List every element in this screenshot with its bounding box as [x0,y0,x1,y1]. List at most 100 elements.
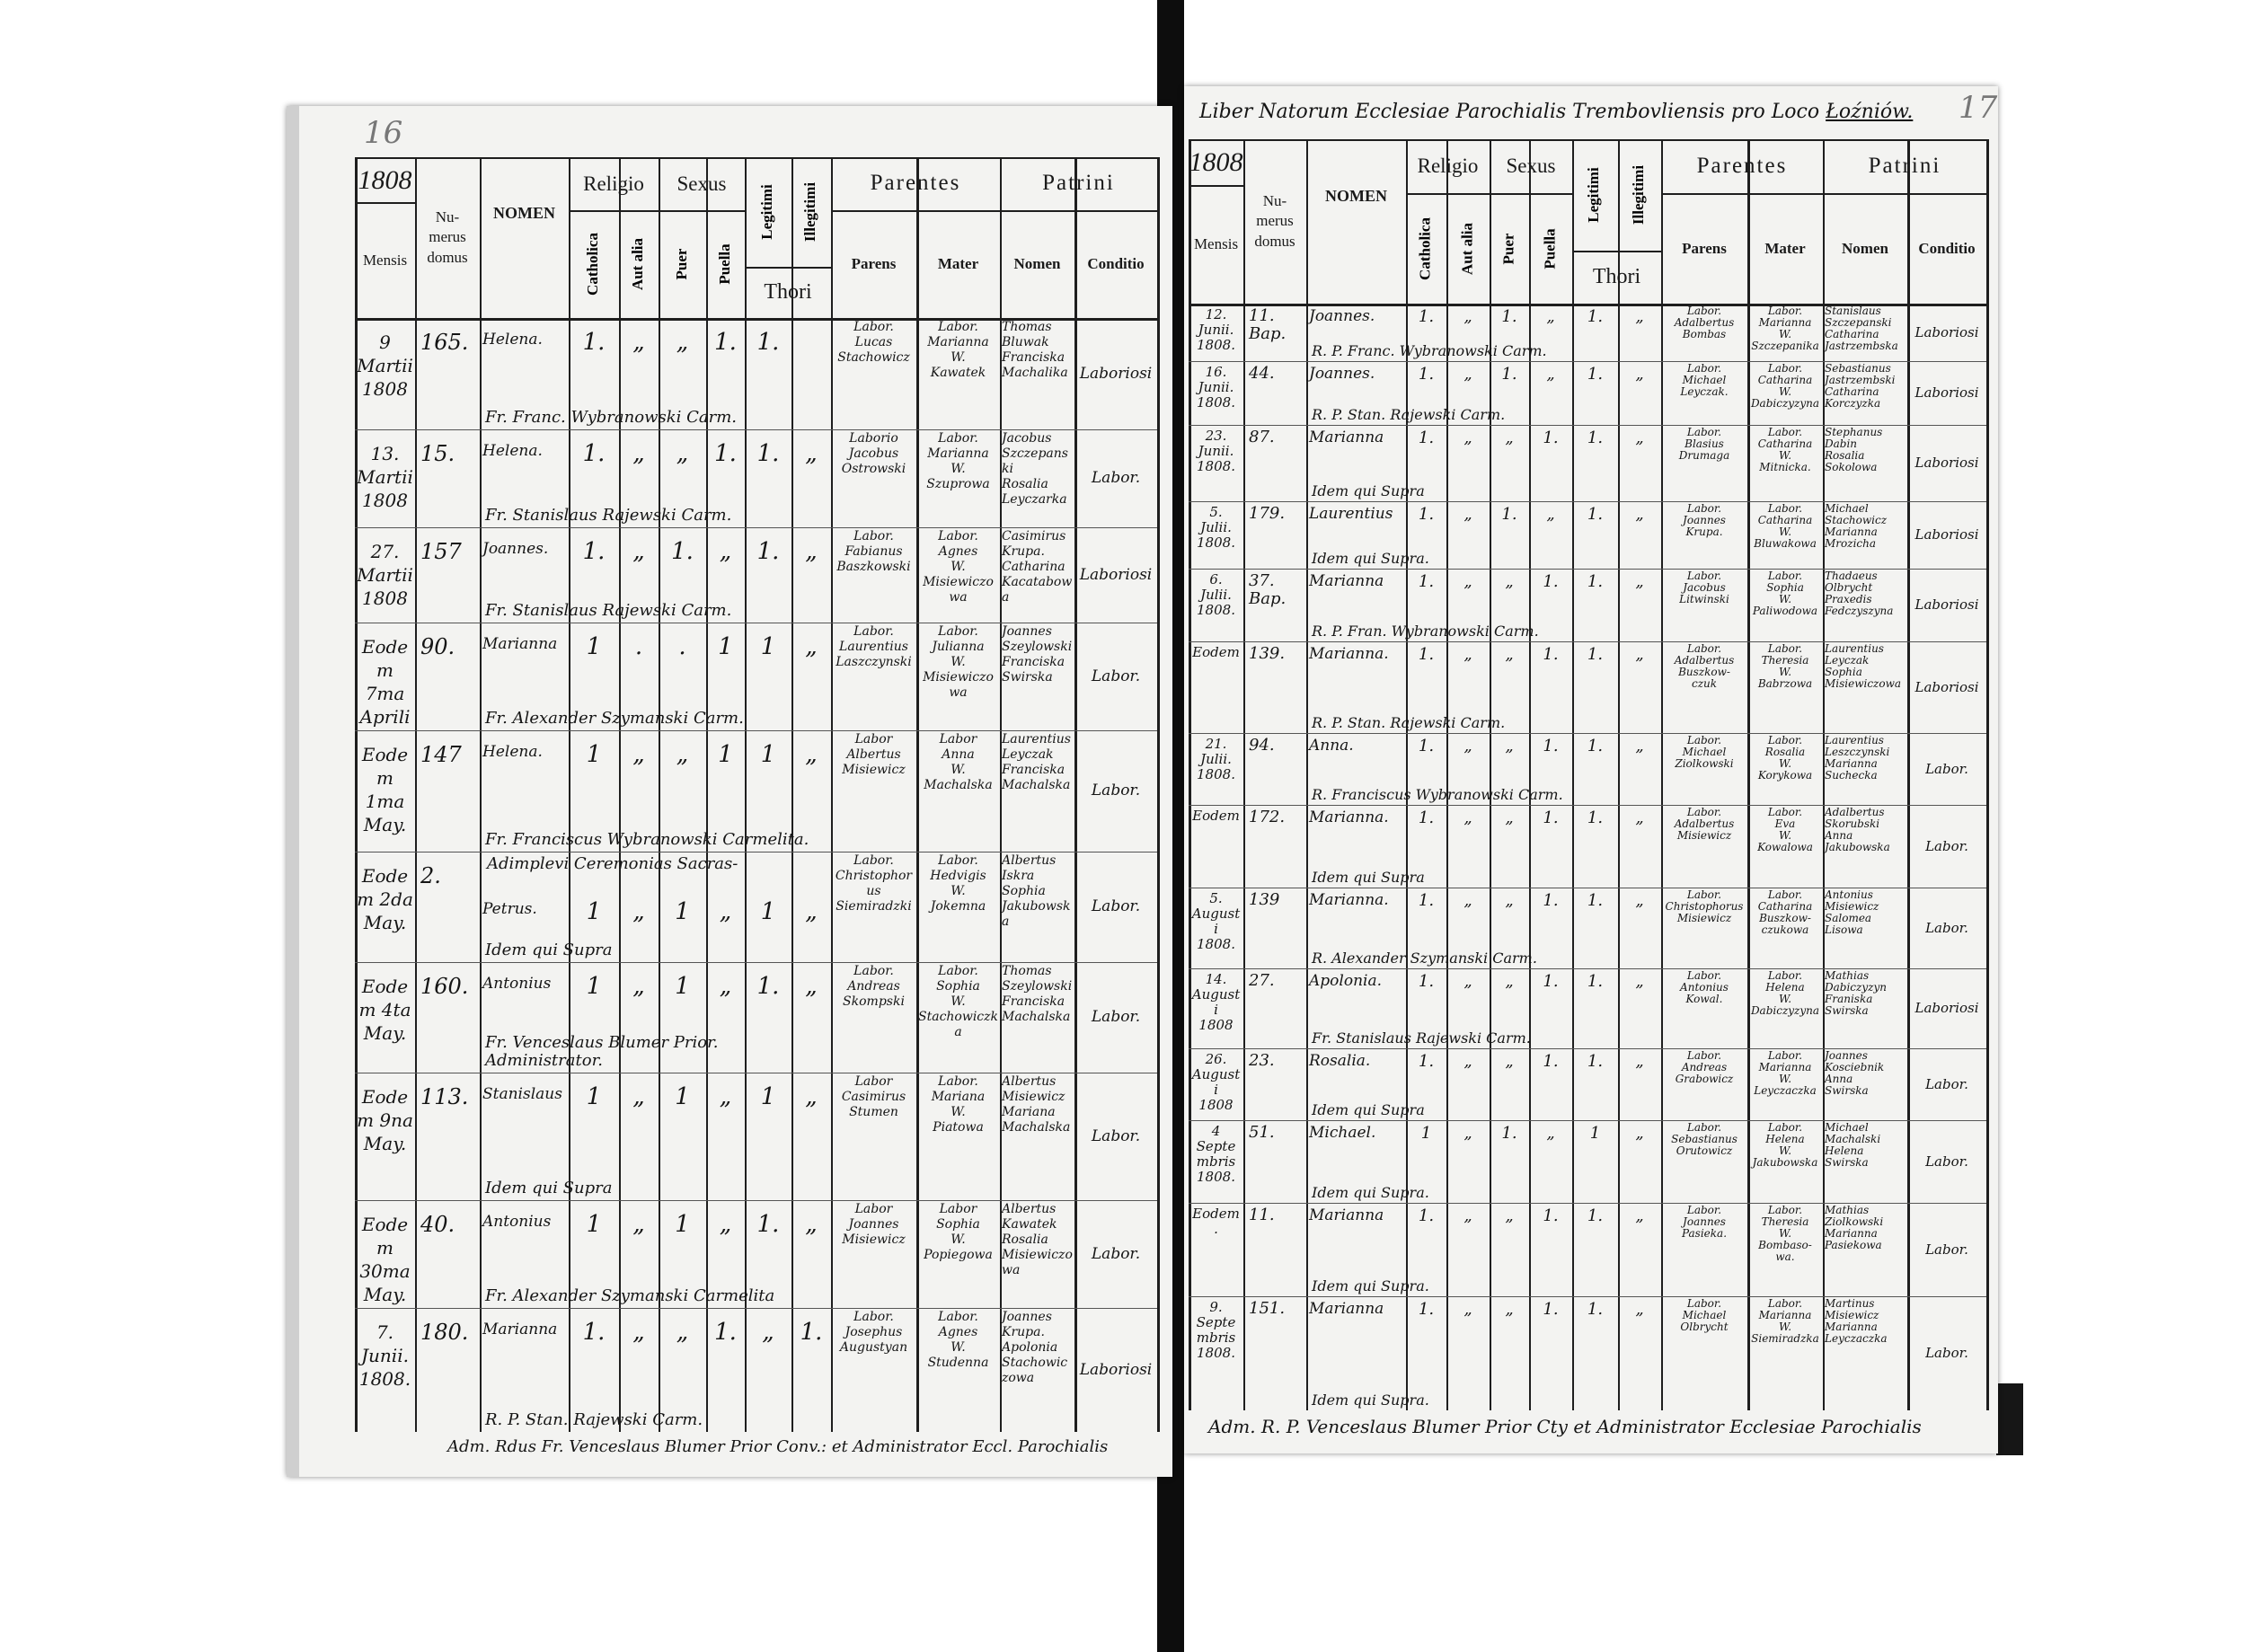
left-header-puella: Puella [715,243,733,285]
father: Labor. Sebastianus Orutowicz [1671,1121,1738,1157]
father: Labor. Jacobus Litwinski [1679,570,1729,605]
register-mark: 1. [1418,737,1435,755]
officiant-note: R. Franciscus Wybranowski Carm. [1312,786,1563,803]
register-mark: 1 [586,741,602,768]
right-column-rule [1406,139,1408,1410]
entry-date: Eodem 30ma May. [359,1214,411,1305]
register-mark: „ [632,538,645,565]
child-name: Michael. [1309,1124,1376,1142]
father: Labor. Joannes Krupa. [1683,502,1726,538]
right-year-rule [1189,185,1243,188]
officiant-note: Idem qui Supra. [1312,550,1429,567]
register-mark: „ [1463,1052,1472,1071]
father: Labor. Adalbertus Bombas [1674,305,1735,340]
godparents-condition: Labor. [1925,1345,1968,1361]
entry-date: Eodem [1192,644,1240,660]
left-column-rule [916,157,919,1432]
register-mark: „ [762,1319,774,1346]
right-parentes-rule [1661,193,1986,196]
godparents-condition: Labor. [1925,760,1968,777]
register-mark: „ [1463,737,1472,755]
title-place: Łoźniów. [1826,101,1914,123]
register-mark: „ [719,1083,732,1110]
register-mark: „ [1463,1206,1472,1225]
register-mark: 1 [675,1083,690,1110]
register-mark: „ [1463,572,1472,591]
register-mark: . [678,633,686,660]
officiant-note: Fr. Alexander Szymanski Carm. [485,709,744,728]
father: Labor Joannes Misiewicz [842,1202,906,1247]
register-mark: 1. [1587,505,1604,524]
register-mark: 1. [714,440,737,467]
right-column-rule [1907,139,1910,1410]
entry-date: 4 Septembris 1808. [1196,1123,1236,1185]
register-mark: „ [1635,808,1644,827]
father: Labor. Michael Leyczak. [1680,362,1729,398]
godparents: Laurentius Leyczak Franciska Machalska [1002,732,1071,792]
register-mark: „ [632,898,645,925]
godparents-condition: Labor. [1925,1153,1968,1170]
right-column-rule [1446,139,1448,1410]
child-name: Joannes. [1309,365,1375,383]
register-mark: 1. [714,1319,737,1346]
officiant-note: Idem qui Supra [1312,482,1425,499]
house-number: 157 [420,539,462,564]
mother: Labor. Marianna W. Kawatek [927,320,989,380]
godparents-condition: Labor. [1925,919,1968,936]
register-mark: „ [805,898,818,925]
child-name: Marianna [482,635,558,653]
godparents: Michael Stachowicz Marianna Mrozicha [1825,502,1888,550]
house-number: 160. [420,974,469,999]
register-mark: 1. [582,440,606,467]
mother: Labor. Marianna W. Siemiradzka [1751,1297,1819,1345]
child-name: Marianna [1309,428,1384,446]
godparents-condition: Laboriosi [1079,364,1153,383]
register-mark: „ [676,329,689,356]
register-mark: 1 [760,1083,776,1110]
register-mark: „ [719,973,732,1000]
register-mark: „ [1546,505,1555,524]
left-header-puer: Puer [672,248,690,280]
ceremony-note: Adimplevi Ceremonias Sacras- [487,854,738,873]
register-mark: „ [1463,428,1472,447]
father: Labor. Laurentius Laszczynski [836,624,912,669]
left-page [287,106,1172,1477]
register-mark: 1 [586,898,602,925]
right-header-parentes: Parentes [1696,153,1788,178]
right-column-rule [1529,139,1531,1410]
left-header-mater: Mater [937,254,979,272]
officiant-note: Fr. Franciscus Wybranowski Carmelita. [485,830,809,849]
register-mark: 1. [1418,645,1435,664]
left-header-conditio: Conditio [1087,254,1145,272]
mother: Labor. Mariana W. Piatowa [931,1074,986,1135]
register-mark: 1. [1501,307,1517,326]
register-mark: 1. [1543,1300,1559,1319]
house-number: 90. [420,634,455,659]
register-mark: 1. [1543,1052,1559,1071]
father: Labor. Josephus Augustyan [839,1310,908,1355]
right-column-rule [1823,139,1825,1410]
left-row-rule [355,429,1157,430]
mother: Labor. Helena W. Jakubowska [1752,1121,1818,1169]
house-number: 11. [1249,1206,1275,1224]
mother: Labor. Eva W. Kowalowa [1757,806,1813,853]
scan-edge [1996,1383,2023,1455]
officiant-note: Idem qui Supra [1312,1101,1425,1118]
godparents-condition: Laboriosi [1914,1000,1979,1016]
officiant-note: Idem qui Supra. [1312,1391,1429,1409]
register-mark: „ [1546,365,1555,384]
left-parentes-rule [831,210,1157,213]
mother: Labor. Marianna W. Szczepanika [1751,305,1819,352]
right-page-signature: Adm. R. P. Venceslaus Blumer Prior Cty e… [1208,1416,1922,1437]
godparents: Albertus Iskra Sophia Jakubowska [1002,853,1071,929]
entry-date: 7. Junii. 1808. [358,1321,411,1390]
godparents: Stephanus Dabin Rosalia Sokolowa [1825,426,1883,473]
officiant-note: Fr. Franc. Wybranowski Carm. [485,408,737,427]
father: Labor. Christophorus Siemiradzki [835,853,913,914]
officiant-note: R. P. Stan. Rajewski Carm. [1312,714,1506,731]
father: Labor. Joannes Pasieka. [1681,1204,1728,1240]
register-mark: „ [676,1319,689,1346]
officiant-note: Idem qui Supra. [1312,1277,1429,1294]
register-mark: „ [1463,307,1472,326]
register-mark: 1. [1543,737,1559,755]
